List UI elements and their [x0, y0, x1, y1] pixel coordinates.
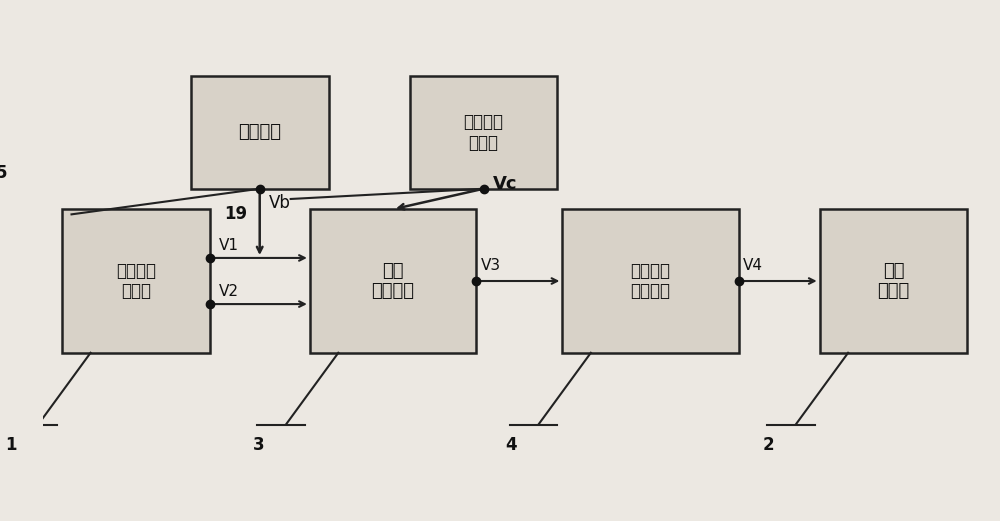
FancyBboxPatch shape: [410, 76, 557, 189]
Text: 直流偏置: 直流偏置: [238, 123, 281, 141]
FancyBboxPatch shape: [562, 209, 739, 353]
FancyBboxPatch shape: [62, 209, 210, 353]
FancyBboxPatch shape: [191, 76, 329, 189]
Text: V3: V3: [481, 258, 501, 273]
Text: 电压
输出端: 电压 输出端: [877, 262, 910, 301]
FancyBboxPatch shape: [820, 209, 967, 353]
Text: 控制信号
输入端: 控制信号 输入端: [464, 113, 504, 152]
Text: Vb: Vb: [269, 194, 291, 212]
Text: 差分信号
输入端: 差分信号 输入端: [116, 262, 156, 301]
Text: 19: 19: [224, 205, 247, 224]
FancyBboxPatch shape: [310, 209, 476, 353]
Text: 1: 1: [5, 436, 16, 454]
Text: 3: 3: [253, 436, 264, 454]
Text: Vc: Vc: [493, 175, 518, 193]
Text: 2: 2: [762, 436, 774, 454]
Text: 4: 4: [505, 436, 517, 454]
Text: V2: V2: [219, 284, 239, 299]
Text: V4: V4: [743, 258, 763, 273]
Text: 5: 5: [0, 164, 7, 182]
Text: 差分
放大电路: 差分 放大电路: [372, 262, 415, 301]
Text: 有源低通
滤波电路: 有源低通 滤波电路: [630, 262, 670, 301]
Text: V1: V1: [219, 238, 239, 253]
